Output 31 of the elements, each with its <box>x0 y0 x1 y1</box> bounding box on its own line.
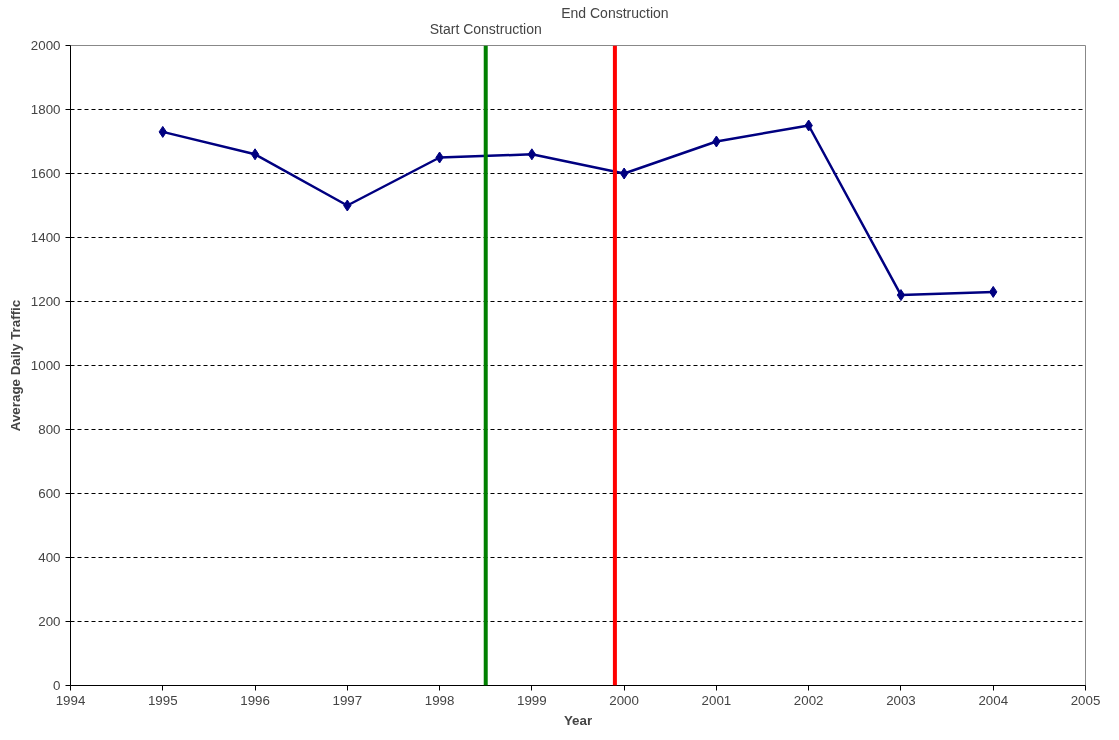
x-tick-label: 2000 <box>609 692 639 708</box>
y-tick-label: 1200 <box>30 294 61 309</box>
point <box>250 148 260 161</box>
y-tick-label: 600 <box>38 486 61 501</box>
x-tick-label: 1998 <box>424 692 455 708</box>
y-tick-label: 0 <box>53 678 61 693</box>
x-tick-label: 2002 <box>793 692 824 708</box>
x-tick-label: 2004 <box>978 692 1009 708</box>
y-tick-label: 400 <box>38 550 61 565</box>
x-tick-label: 2001 <box>701 692 732 708</box>
point <box>527 148 537 161</box>
x-axis-title: Year <box>563 712 593 728</box>
x-tick-label: 1999 <box>517 692 547 708</box>
point <box>619 167 629 180</box>
x-tick-label: 1996 <box>240 692 270 708</box>
ref-line-label: End Construction <box>561 4 669 21</box>
ref-line-label: Start Construction <box>429 20 542 37</box>
y-tick-label: 1800 <box>30 102 61 117</box>
point <box>896 289 906 302</box>
y-tick-label: 200 <box>38 614 61 629</box>
y-tick-label: 2000 <box>30 38 61 53</box>
x-tick-label: 1994 <box>55 692 86 708</box>
y-tick-label: 1600 <box>30 166 61 181</box>
y-tick-label: 1400 <box>30 230 61 245</box>
y-axis-title: Average Daily Traffic <box>7 299 23 432</box>
x-tick-label: 1997 <box>332 692 363 708</box>
x-tick-label: 2005 <box>1070 692 1101 708</box>
x-tick-label: 2003 <box>886 692 916 708</box>
x-tick-label: 1995 <box>147 692 178 708</box>
y-tick-label: 1000 <box>30 358 61 373</box>
y-tick-label: 800 <box>38 422 61 437</box>
